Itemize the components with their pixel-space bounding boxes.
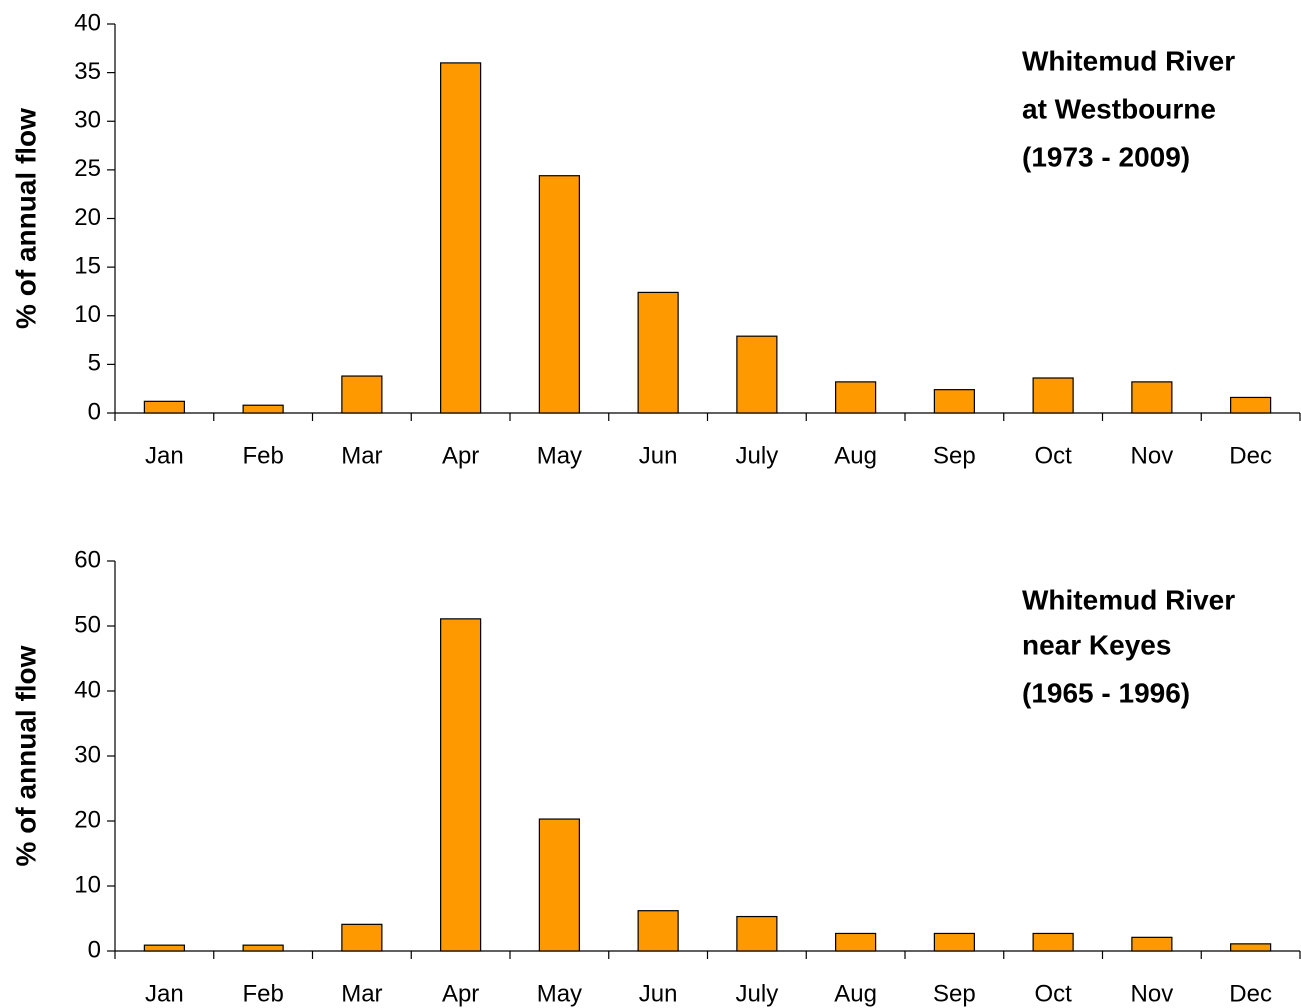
x-tick-label: Apr [442,980,479,1007]
annotation: (1973 - 2009) [1022,141,1190,172]
y-tick-label: 30 [74,741,101,768]
y-tick-label: 10 [74,301,101,328]
y-tick-label: 20 [74,806,101,833]
bar [1230,943,1272,952]
x-tick-label: Sep [933,442,976,469]
x-tick-label: Nov [1131,442,1174,469]
bar [933,389,975,414]
x-tick-label: Jun [639,980,678,1007]
y-axis-label: % of annual flow [10,108,41,329]
bar [143,400,185,414]
x-tick-label: Dec [1229,980,1272,1007]
y-tick-label: 10 [74,871,101,898]
bar [933,932,975,952]
bar [1131,381,1173,414]
x-tick-label: Dec [1229,442,1272,469]
bar [242,944,284,952]
x-tick-label: Sep [933,980,976,1007]
x-tick-label: July [736,442,779,469]
y-tick-label: 15 [74,252,101,279]
bar [143,944,185,952]
y-axis-label: % of annual flow [10,645,41,866]
bar [538,818,580,952]
bar [736,915,778,952]
y-tick-label: 50 [74,611,101,638]
annotation: at Westbourne [1022,93,1216,124]
x-tick-label: May [537,980,582,1007]
y-tick-label: 40 [74,9,101,36]
x-tick-label: Apr [442,442,479,469]
x-tick-label: Jan [145,442,184,469]
bar [736,335,778,414]
bar [637,291,679,414]
bar [835,932,877,952]
bar [1230,396,1272,414]
y-tick-label: 35 [74,58,101,85]
bar [440,62,482,414]
annotation: (1965 - 1996) [1022,677,1190,708]
x-tick-label: Feb [242,980,283,1007]
y-tick-label: 0 [88,398,101,425]
annotation: Whitemud River [1022,45,1235,76]
x-tick-label: Jun [639,442,678,469]
x-tick-label: Jan [145,980,184,1007]
annotation: near Keyes [1022,629,1171,660]
y-tick-label: 5 [88,350,101,377]
x-tick-label: Feb [242,442,283,469]
bar [242,404,284,414]
bar [835,381,877,414]
x-tick-label: May [537,442,582,469]
bar [440,618,482,952]
annotation: Whitemud River [1022,584,1235,615]
x-tick-label: Aug [834,442,877,469]
bar [1032,377,1074,414]
bar [341,375,383,414]
y-tick-label: 40 [74,676,101,703]
y-tick-label: 30 [74,107,101,134]
x-tick-label: July [736,980,779,1007]
y-tick-label: 25 [74,155,101,182]
x-tick-label: Aug [834,980,877,1007]
x-tick-label: Mar [341,442,382,469]
y-tick-label: 20 [74,204,101,231]
y-tick-label: 0 [88,936,101,963]
bar [538,175,580,414]
x-tick-label: Oct [1034,980,1072,1007]
x-tick-label: Mar [341,980,382,1007]
bar [1032,932,1074,952]
bar [637,910,679,952]
y-tick-label: 60 [74,546,101,573]
bar [1131,936,1173,952]
bar [341,923,383,952]
x-tick-label: Nov [1131,980,1174,1007]
x-tick-label: Oct [1034,442,1072,469]
